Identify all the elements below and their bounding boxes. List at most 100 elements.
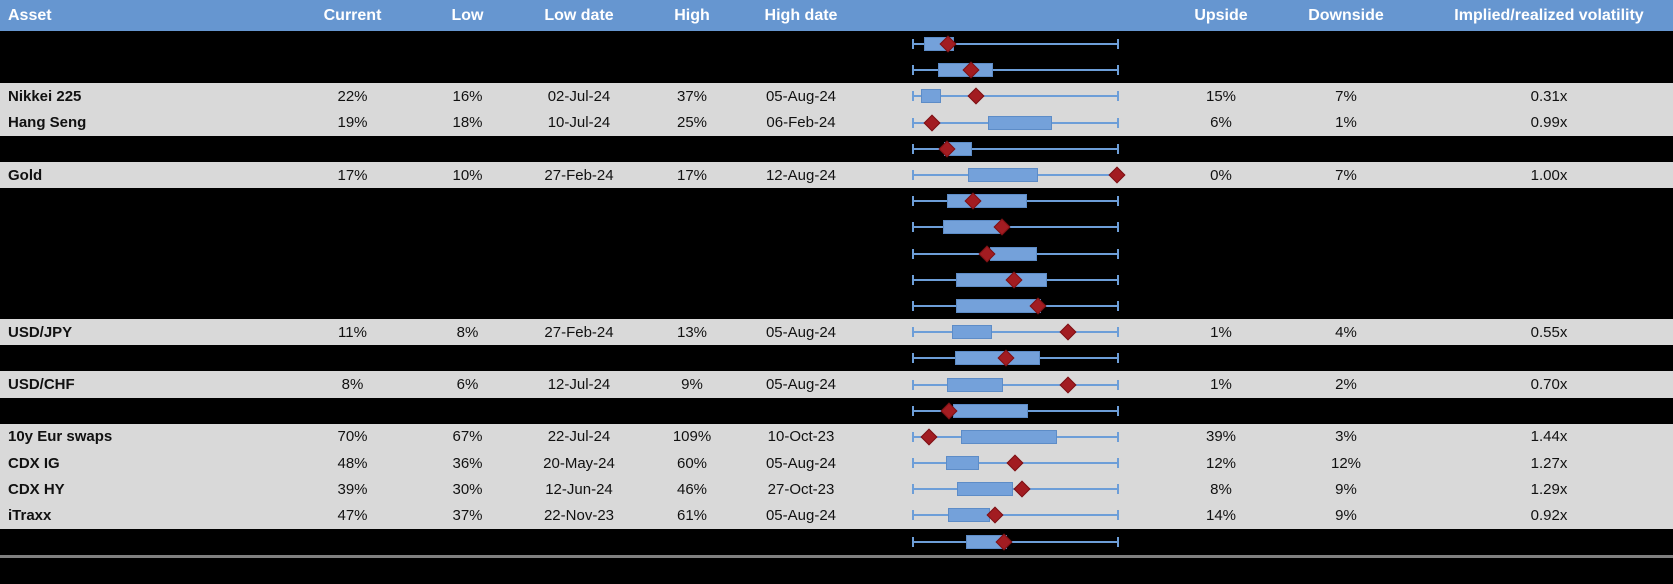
cell-current[interactable]: 8%: [341, 376, 364, 394]
cell-upside[interactable]: 1%: [1210, 323, 1232, 341]
cell-upside[interactable]: 6%: [1210, 114, 1232, 132]
cell-current[interactable]: 70%: [337, 428, 368, 446]
whisker-cap-right: [1117, 510, 1119, 521]
cell-asset[interactable]: Nikkei 225: [8, 87, 82, 105]
cell-implied-volatility[interactable]: 1.44x: [1530, 428, 1568, 446]
cell-high[interactable]: 9%: [681, 376, 703, 394]
cell-low-date[interactable]: 10-Jul-24: [547, 114, 611, 132]
cell-current[interactable]: 11%: [338, 323, 367, 341]
cell-high[interactable]: 109%: [672, 428, 712, 446]
cell-downside[interactable]: 9%: [1335, 480, 1357, 498]
cell-asset[interactable]: USD/JPY: [8, 323, 73, 341]
cell-implied-volatility[interactable]: 0.92x: [1530, 506, 1568, 524]
cell-low[interactable]: 30%: [452, 480, 483, 498]
cell-low[interactable]: 6%: [456, 376, 479, 394]
cell-downside[interactable]: 3%: [1335, 428, 1357, 446]
cell-implied-volatility[interactable]: 1.00x: [1530, 166, 1568, 184]
header-high[interactable]: High: [674, 6, 710, 24]
cell-high-date[interactable]: 05-Aug-24: [765, 87, 837, 105]
cell-asset[interactable]: 10y Eur swaps: [8, 428, 113, 446]
cell-current[interactable]: 17%: [337, 166, 368, 184]
cell-implied-volatility[interactable]: 0.99x: [1530, 114, 1568, 132]
cell-low[interactable]: 36%: [452, 454, 483, 472]
cell-implied-volatility[interactable]: 0.55x: [1530, 323, 1568, 341]
cell-downside[interactable]: 12%: [1330, 454, 1362, 472]
cell-upside[interactable]: 39%: [1205, 428, 1237, 446]
header-low-date[interactable]: Low date: [544, 6, 614, 24]
cell-asset[interactable]: Hang Seng: [8, 114, 87, 132]
boxplot: [856, 450, 1175, 476]
cell-low[interactable]: 8%: [456, 323, 479, 341]
cell-high-date[interactable]: 05-Aug-24: [765, 323, 837, 341]
cell-low[interactable]: 16%: [452, 87, 483, 105]
boxplot: [856, 57, 1175, 83]
cell-low-date[interactable]: 12-Jul-24: [547, 376, 611, 394]
header-plot-spacer: [856, 0, 1175, 31]
whisker-cap-left: [912, 91, 914, 102]
cell-high-date[interactable]: 06-Feb-24: [766, 114, 836, 132]
cell-upside[interactable]: 14%: [1205, 506, 1237, 524]
cell-high-date[interactable]: 05-Aug-24: [765, 506, 837, 524]
cell-low[interactable]: 18%: [452, 114, 483, 132]
cell-current[interactable]: 47%: [337, 506, 368, 524]
cell-asset[interactable]: CDX IG: [8, 454, 60, 472]
cell-asset[interactable]: USD/CHF: [8, 376, 75, 394]
cell-downside[interactable]: 1%: [1335, 114, 1357, 132]
cell-high-date[interactable]: 27-Oct-23: [767, 480, 835, 498]
cell-low-date[interactable]: 27-Feb-24: [544, 323, 614, 341]
cell-low-date[interactable]: 12-Jun-24: [545, 480, 613, 498]
cell-downside[interactable]: 7%: [1335, 87, 1357, 105]
header-upside[interactable]: Upside: [1194, 6, 1248, 24]
cell-low[interactable]: 37%: [452, 506, 483, 524]
divider-line: [0, 555, 1673, 558]
cell-high[interactable]: 61%: [676, 506, 708, 524]
cell-implied-volatility[interactable]: 1.27x: [1530, 454, 1568, 472]
header-asset[interactable]: Asset: [8, 6, 52, 24]
cell-low-date[interactable]: 20-May-24: [543, 454, 615, 472]
header-implied-realized-volatility[interactable]: Implied/realized volatility: [1454, 6, 1644, 24]
cell-asset[interactable]: iTraxx: [8, 506, 52, 524]
cell-high[interactable]: 25%: [676, 114, 708, 132]
cell-asset[interactable]: CDX HY: [8, 480, 65, 498]
cell-high-date[interactable]: 05-Aug-24: [765, 376, 837, 394]
cell-implied-volatility[interactable]: 0.70x: [1530, 376, 1568, 394]
cell-low-date[interactable]: 02-Jul-24: [547, 87, 611, 105]
cell-current[interactable]: 48%: [337, 454, 368, 472]
cell-current[interactable]: 39%: [337, 480, 368, 498]
cell-downside[interactable]: 7%: [1335, 166, 1357, 184]
cell-high-date[interactable]: 10-Oct-23: [767, 428, 835, 446]
cell-low[interactable]: 10%: [452, 166, 483, 184]
cell-low-date[interactable]: 22-Nov-23: [543, 506, 615, 524]
cell-downside[interactable]: 2%: [1335, 376, 1357, 394]
whisker-cap-right: [1117, 117, 1119, 128]
cell-upside[interactable]: 15%: [1205, 87, 1237, 105]
cell-low[interactable]: 67%: [452, 428, 483, 446]
cell-implied-volatility[interactable]: 1.29x: [1530, 480, 1568, 498]
whisker-cap-left: [912, 222, 914, 233]
cell-upside[interactable]: 12%: [1205, 454, 1237, 472]
cell-downside[interactable]: 9%: [1335, 506, 1357, 524]
cell-downside[interactable]: 4%: [1335, 323, 1357, 341]
cell-high-date[interactable]: 12-Aug-24: [765, 166, 837, 184]
whisker-cap-right: [1117, 458, 1119, 469]
header-high-date[interactable]: High date: [764, 6, 838, 24]
cell-current[interactable]: 19%: [337, 114, 368, 132]
cell-current[interactable]: 22%: [337, 87, 368, 105]
cell-upside[interactable]: 1%: [1210, 376, 1232, 394]
cell-high[interactable]: 46%: [676, 480, 708, 498]
cell-upside[interactable]: 8%: [1210, 480, 1232, 498]
header-current[interactable]: Current: [323, 6, 382, 24]
cell-high[interactable]: 17%: [676, 166, 708, 184]
cell-high[interactable]: 60%: [676, 454, 708, 472]
cell-high[interactable]: 13%: [676, 323, 708, 341]
header-low[interactable]: Low: [451, 6, 484, 24]
cell-low-date[interactable]: 22-Jul-24: [547, 428, 611, 446]
cell-implied-volatility[interactable]: 0.31x: [1530, 87, 1568, 105]
whisker-cap-left: [912, 327, 914, 338]
cell-low-date[interactable]: 27-Feb-24: [544, 166, 614, 184]
cell-high-date[interactable]: 05-Aug-24: [765, 454, 837, 472]
cell-high[interactable]: 37%: [676, 87, 708, 105]
cell-asset[interactable]: Gold: [8, 166, 43, 184]
header-downside[interactable]: Downside: [1308, 6, 1384, 24]
cell-upside[interactable]: 0%: [1210, 166, 1232, 184]
